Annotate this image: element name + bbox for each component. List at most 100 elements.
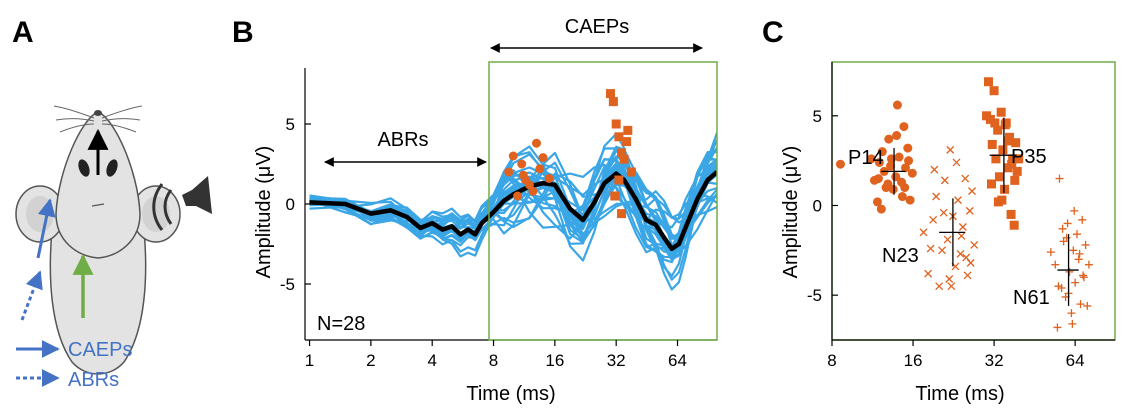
chart-c-x-ticks: 8 16 32 64 [827, 340, 1085, 370]
chart-b-peak-marker [610, 191, 620, 201]
chart-c-point-n61 [1071, 278, 1080, 287]
chart-c-point-p35 [1006, 209, 1016, 219]
chart-c-point-p35 [1011, 138, 1021, 148]
chart-c-point-n23 [924, 269, 933, 278]
chart-c-point-p35 [1000, 120, 1010, 130]
chart-c-point-p14 [874, 157, 884, 167]
chart-c-point-p35 [994, 172, 1004, 182]
panel-b-letter: B [232, 16, 254, 49]
chart-c-point-p35 [993, 125, 1003, 135]
chart-c-point-p14 [866, 154, 876, 164]
chart-c-point-p14 [894, 152, 904, 162]
chart-c-point-p35 [998, 145, 1008, 155]
mouse-illustration [15, 105, 181, 375]
chart-b-peak-marker [611, 119, 621, 129]
chart-c-point-n61 [1084, 260, 1093, 269]
legend-caeps-label: CAEPs [68, 339, 132, 361]
panel-a-letter: A [12, 16, 34, 49]
chart-b-peak-marker [614, 132, 624, 142]
chart-c-label-n61: N61 [1013, 287, 1050, 309]
chart-c-point-p14 [872, 197, 882, 207]
chart-c-point-n61 [1068, 319, 1077, 328]
chart-b-y-label: Amplitude (μV) [253, 146, 275, 279]
chart-b-x-tick-label: 2 [366, 351, 375, 370]
chart-c-point-n23 [962, 253, 971, 262]
chart-c-point-p14 [883, 179, 893, 189]
chart-c-point-p35 [983, 77, 993, 87]
chart-b-peak-marker [622, 137, 632, 147]
chart-c-point-p14 [903, 143, 913, 153]
chart-c-point-n61 [1053, 323, 1062, 332]
chart-b-peak-marker [626, 167, 636, 177]
chart-b-peak-marker [538, 153, 548, 163]
chart-c-point-p35 [1008, 154, 1018, 164]
chart-c-point-p35 [996, 107, 1006, 117]
chart-c-point-n61 [1076, 300, 1085, 309]
chart-b-y-ticks: 5 0 -5 [280, 115, 311, 294]
chart-c-point-p14 [884, 134, 894, 144]
chart-c-y-label: Amplitude (μV) [780, 146, 802, 279]
panel-c-letter: C [762, 16, 784, 49]
chart-c-point-p35 [1004, 136, 1014, 146]
chart-c-point-p35 [1012, 166, 1022, 176]
chart-b-x-tick-label: 32 [607, 351, 626, 370]
chart-c-point-n61 [1072, 230, 1081, 239]
chart-c-x-tick-label: 32 [985, 351, 1004, 370]
chart-c-point-n23 [970, 240, 979, 249]
chart-c-x-tick-label: 64 [1066, 351, 1085, 370]
chart-b-x-tick-label: 4 [427, 351, 436, 370]
abr-pathway-arrow [20, 270, 43, 321]
chart-c-error-crosses [881, 117, 1079, 306]
chart-c-point-n23 [946, 145, 955, 154]
legend: CAEPs ABRs [16, 339, 132, 391]
chart-c-point-n61 [1055, 174, 1064, 183]
chart-b-y-tick-label: 0 [286, 195, 295, 214]
chart-c-point-p35 [989, 86, 999, 96]
chart-c-point-n23 [956, 249, 965, 258]
chart-c-point-n23 [968, 187, 977, 196]
chart-c-point-n23 [940, 176, 949, 185]
chart-c-point-n23 [947, 282, 956, 291]
chart-c-point-n61 [1069, 246, 1078, 255]
chart-b-peak-marker [517, 159, 527, 169]
chart-c-point-n23 [929, 215, 938, 224]
chart-b-peak-marker [544, 173, 554, 183]
chart-c-point-p14 [877, 147, 887, 157]
panel-c: C 8 16 32 64 5 0 -5 P14 N23 P35 N61 Time (ms)… [762, 16, 1116, 405]
chart-c-point-n61 [1070, 206, 1079, 215]
chart-c-point-n23 [930, 165, 939, 174]
chart-b-peak-marker [619, 154, 629, 164]
chart-c-point-p14 [892, 131, 902, 141]
chart-c-point-n23 [943, 235, 952, 244]
chart-b-caep-label: CAEPs [565, 16, 629, 38]
chart-c-point-n61 [1063, 219, 1072, 228]
chart-c-point-p35 [987, 140, 997, 150]
chart-b-peak-markers [504, 89, 636, 219]
chart-b-caep-window [488, 61, 718, 341]
chart-c-point-n23 [935, 282, 944, 291]
chart-c-point-n61 [1075, 249, 1084, 258]
chart-c-point-p35 [991, 154, 1001, 164]
chart-b-peak-marker [623, 125, 633, 135]
chart-c-label-n23: N23 [882, 245, 919, 267]
chart-b-n-label: N=28 [317, 313, 365, 335]
chart-c-point-n61 [1054, 282, 1063, 291]
chart-b-peak-marker [617, 209, 627, 219]
chart-c-point-p14 [876, 204, 886, 214]
chart-c-point-n23 [945, 275, 954, 283]
chart-c-point-p14 [897, 192, 907, 202]
chart-b-mean-trace [309, 170, 717, 252]
chart-c-x-label: Time (ms) [915, 383, 1004, 405]
chart-c-point-n61 [1067, 309, 1076, 318]
chart-c-point-p35 [1009, 220, 1019, 230]
chart-c-x-tick-label: 8 [827, 351, 836, 370]
chart-c-point-n23 [965, 206, 974, 215]
chart-c-point-p14 [907, 168, 917, 178]
chart-c-point-n23 [938, 246, 946, 255]
chart-c-x-tick-label: 16 [904, 351, 923, 370]
chart-b-peak-marker [504, 167, 514, 177]
chart-c-point-p14 [873, 174, 883, 184]
chart-c-point-n61 [1079, 271, 1088, 280]
chart-b-peak-marker [617, 148, 627, 158]
chart-b-peak-marker [513, 191, 523, 201]
